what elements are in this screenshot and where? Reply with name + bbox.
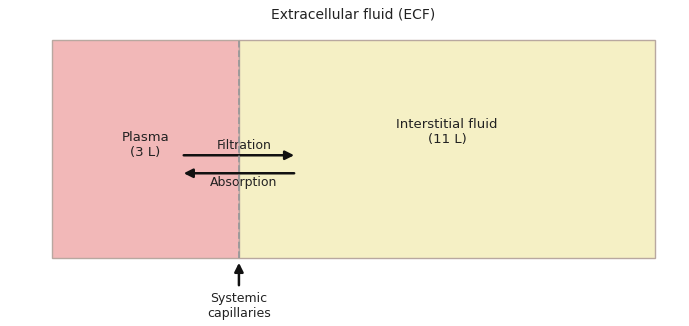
Text: Systemic
capillaries: Systemic capillaries (207, 292, 271, 320)
Text: Extracellular fluid (ECF): Extracellular fluid (ECF) (271, 8, 435, 22)
Text: Interstitial fluid
(11 L): Interstitial fluid (11 L) (396, 118, 497, 146)
Text: Absorption: Absorption (210, 176, 278, 189)
Text: Filtration: Filtration (216, 139, 271, 152)
Bar (239, 40, 655, 258)
Bar (52, 40, 239, 258)
Text: Plasma
(3 L): Plasma (3 L) (121, 131, 169, 159)
